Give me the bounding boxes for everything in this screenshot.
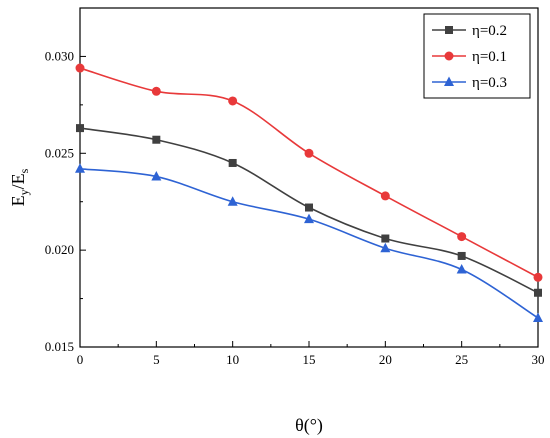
data-point — [228, 96, 238, 106]
legend-item: η=0.2 — [432, 23, 507, 39]
y-axis-label: Ey/Es — [8, 168, 31, 206]
data-point — [227, 196, 238, 206]
data-point — [533, 272, 543, 282]
legend-marker — [445, 26, 453, 34]
plot-area: 0 5 10 15 20 25 30 0.015 0.020 0.025 0.030 — [45, 7, 545, 367]
legend-marker — [444, 51, 454, 61]
series-line — [79, 167, 539, 319]
legend-label: η=0.2 — [472, 23, 507, 39]
x-tick-label: 15 — [303, 352, 316, 367]
legend-item: η=0.3 — [432, 75, 507, 91]
legend: η=0.2 η=0.1 η=0.3 — [423, 13, 531, 99]
data-point — [304, 148, 314, 158]
legend-marker — [444, 76, 454, 86]
y-tick-label: 0.015 — [45, 339, 74, 354]
data-point — [534, 288, 542, 297]
data-point — [380, 191, 390, 201]
data-point — [152, 135, 161, 144]
series-circle — [75, 63, 543, 282]
x-axis-label: θ(°) — [295, 415, 323, 436]
data-point — [75, 63, 85, 73]
y-tick-label: 0.020 — [45, 242, 74, 257]
x-tick-label: 20 — [379, 352, 392, 367]
series-square — [76, 124, 542, 297]
y-axis-label-main: E — [8, 195, 28, 206]
x-tick-label: 0 — [77, 352, 84, 367]
data-point — [304, 213, 314, 224]
x-tick-label: 30 — [532, 352, 545, 367]
data-point — [456, 264, 467, 274]
legend-label: η=0.3 — [472, 75, 507, 91]
data-point — [76, 124, 84, 133]
data-point — [228, 158, 237, 167]
legend-label: η=0.1 — [472, 49, 507, 65]
legend-item: η=0.1 — [432, 49, 507, 65]
data-point — [151, 86, 161, 96]
data-point — [151, 171, 162, 181]
data-point — [533, 312, 543, 322]
series-layer — [75, 63, 543, 322]
y-axis-label-sub1: y — [17, 189, 31, 195]
data-point — [75, 163, 85, 173]
y-axis-label-mid: /E — [8, 173, 28, 189]
series-line — [79, 67, 539, 278]
x-tick-label: 5 — [153, 352, 160, 367]
y-axis-label-sub2: s — [17, 168, 31, 173]
data-point — [457, 251, 466, 260]
x-tick-label: 25 — [455, 352, 468, 367]
data-point — [380, 242, 391, 253]
data-point — [381, 234, 390, 243]
data-point — [457, 232, 467, 242]
x-tick-label: 10 — [226, 352, 239, 367]
series-triangle — [75, 163, 543, 322]
data-point — [305, 203, 313, 212]
y-tick-label: 0.030 — [45, 48, 74, 63]
y-tick-label: 0.025 — [45, 145, 74, 160]
